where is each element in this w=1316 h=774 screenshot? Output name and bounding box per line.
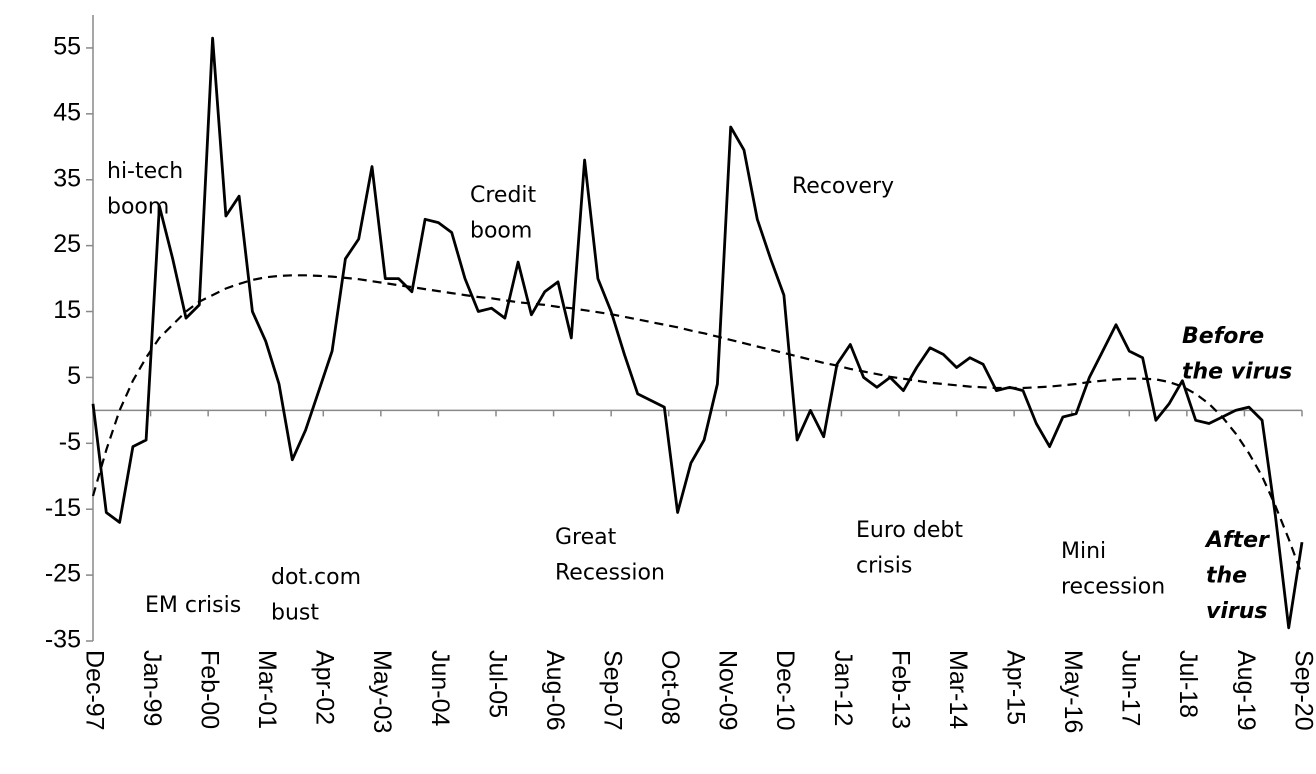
x-tick-label: Aug-19 (1232, 650, 1260, 731)
x-tick-label: Apr-15 (1002, 650, 1030, 725)
data-line (91, 36, 1304, 630)
x-tick-label: Jun-17 (1117, 650, 1145, 726)
y-tick-label: 45 (53, 98, 81, 126)
x-tick-label: Apr-02 (311, 650, 339, 725)
x-tick-label: Dec-10 (771, 650, 799, 731)
annotation: Recession (555, 561, 665, 586)
annotation: the virus (1182, 360, 1292, 385)
annotation: virus (1206, 599, 1268, 624)
annotation: After (1204, 528, 1270, 553)
x-tick-label: Jul-05 (483, 650, 511, 718)
x-tick-label: Mar-01 (253, 650, 281, 729)
x-tick-label: Jul-18 (1174, 650, 1202, 718)
annotation: Mini (1061, 539, 1106, 564)
annotation: Credit (470, 183, 537, 208)
annotation: recession (1061, 575, 1165, 600)
y-tick-label: 15 (53, 296, 81, 324)
annotation: bust (271, 601, 319, 626)
annotation: boom (107, 195, 169, 220)
y-tick-label: -35 (45, 626, 81, 654)
annotation: EM crisis (145, 593, 241, 618)
x-tick-label: May-03 (368, 650, 396, 733)
annotation: the (1206, 564, 1247, 589)
y-tick-label: -25 (45, 560, 81, 588)
annotation: hi-tech (107, 159, 183, 184)
y-tick-label: 25 (53, 230, 81, 258)
x-tick-label: Sep-07 (599, 650, 627, 731)
x-tick-label: Sep-20 (1289, 650, 1316, 731)
x-tick-label: May-16 (1059, 650, 1087, 733)
x-tick-label: Nov-09 (714, 650, 742, 731)
annotation: Euro debt (856, 518, 963, 543)
x-tick-label: Jan-99 (138, 650, 166, 726)
annotation: Before (1182, 324, 1264, 349)
x-tick-label: Feb-13 (886, 650, 914, 729)
x-tick-label: Oct-08 (656, 650, 684, 725)
trend-line (91, 274, 1304, 576)
x-tick-label: Dec-97 (80, 650, 108, 731)
y-tick-label: 55 (53, 33, 81, 61)
x-tick-label: Mar-14 (944, 650, 972, 729)
annotation: crisis (856, 554, 912, 579)
y-tick-label: 35 (53, 164, 81, 192)
annotation: Great (555, 525, 617, 550)
annotation: dot.com (271, 565, 361, 590)
x-tick-label: Jun-04 (426, 650, 454, 727)
y-tick-label: 5 (67, 362, 81, 390)
annotation: boom (470, 219, 532, 244)
y-tick-label: -15 (45, 494, 81, 522)
x-tick-label: Jan-12 (829, 650, 857, 726)
x-tick-label: Aug-06 (541, 650, 569, 731)
annotation: Recovery (792, 174, 894, 199)
x-tick-label: Feb-00 (196, 650, 224, 729)
y-tick-label: -5 (59, 428, 81, 456)
